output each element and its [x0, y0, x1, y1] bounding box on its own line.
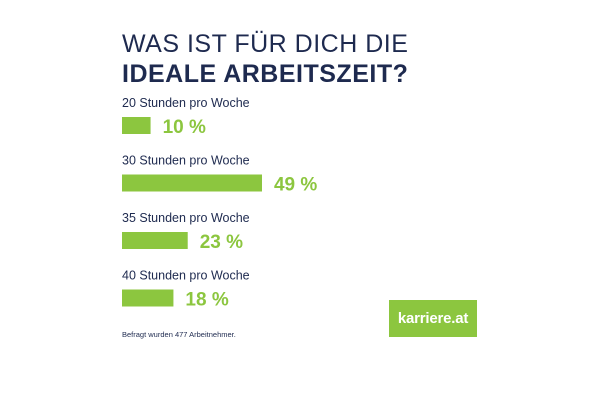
category-label: 35 Stunden pro Woche	[122, 211, 250, 225]
bar	[122, 289, 174, 307]
brand-logo-text: karriere.at	[397, 310, 469, 327]
bar	[122, 232, 188, 249]
chart-title-line-2: IDEALE ARBEITSZEIT?	[122, 60, 409, 88]
footnote: Befragt wurden 477 Arbeitnehmer.	[122, 330, 236, 339]
category-label: 20 Stunden pro Woche	[122, 96, 250, 110]
chart-title-line-1: WAS IST FÜR DICH DIE	[122, 30, 409, 58]
bar	[122, 174, 262, 192]
category-label: 30 Stunden pro Woche	[122, 154, 250, 168]
value-label: 23 %	[200, 232, 243, 253]
value-label: 10 %	[163, 117, 206, 138]
category-label: 40 Stunden pro Woche	[122, 269, 250, 283]
bar	[122, 117, 151, 134]
value-label: 49 %	[274, 175, 317, 196]
brand-logo: karriere.at	[389, 300, 477, 337]
value-label: 18 %	[185, 290, 228, 311]
